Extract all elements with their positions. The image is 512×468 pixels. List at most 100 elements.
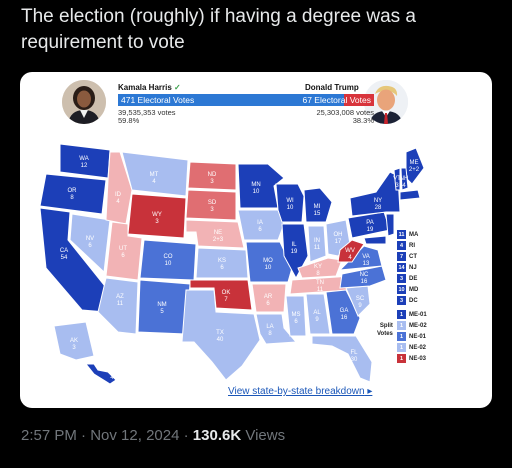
state-NE[interactable] [185, 219, 245, 249]
state-MN[interactable] [237, 163, 285, 209]
legend-row-ri: 4 RI [397, 241, 415, 250]
state-MT[interactable] [121, 151, 189, 197]
split-row-me-02: 1 ME-02 [397, 321, 427, 330]
state-label-me: ME 2+2 [409, 160, 420, 173]
election-map-card[interactable]: Kamala Harris ✓ Donald Trump 471 Elector… [20, 72, 492, 408]
split-votes-label: Split Votes [377, 323, 393, 337]
state-MD-block[interactable] [363, 235, 387, 245]
state-label-in: IN 11 [314, 238, 321, 251]
state-HI[interactable] [84, 363, 117, 385]
state-NJ-block[interactable] [385, 213, 395, 237]
state-label-ca: CA 54 [60, 248, 68, 261]
state-AZ[interactable] [97, 277, 139, 335]
state-breakdown-link[interactable]: View state-by-state breakdown ▸ [228, 386, 373, 397]
state-label-la: LA 8 [266, 324, 273, 337]
state-ME[interactable] [405, 147, 425, 185]
legend-row-ct: 7 CT [397, 252, 417, 261]
state-label-ne: NE 2+3 [213, 230, 224, 243]
state-label-sd: SD 3 [208, 200, 217, 213]
state-CO[interactable] [139, 239, 197, 281]
state-label-id: ID 4 [115, 192, 122, 205]
state-label-ut: UT 6 [119, 246, 127, 259]
state-label-wa: WA 12 [79, 156, 88, 169]
tweet-time[interactable]: 2:57 PM [21, 427, 77, 444]
state-label-ky: KY 8 [314, 264, 322, 277]
state-label-mo: MO 10 [263, 258, 273, 271]
state-AK[interactable] [53, 321, 95, 361]
state-label-al: AL 9 [313, 310, 321, 323]
legend-row-de: 3 DE [397, 274, 417, 283]
state-label-ak: AK 3 [70, 338, 78, 351]
state-WI[interactable] [275, 183, 305, 223]
state-label-ia: IA 6 [257, 220, 263, 233]
state-AL[interactable] [305, 293, 331, 335]
harris-popular-vote: 39,535,353 votes 59.8% [118, 108, 176, 125]
state-label-pa: PA 19 [366, 220, 374, 233]
tweet-meta: 2:57 PM · Nov 12, 2024 · 130.6K Views [21, 427, 286, 444]
state-label-mn: MN 10 [251, 182, 260, 195]
state-NV[interactable] [69, 213, 111, 274]
trump-popular-vote: 25,303,008 votes 38.3% [316, 108, 374, 125]
state-MS[interactable] [285, 295, 307, 337]
tweet-text: The election (roughly) if having a degre… [21, 6, 417, 53]
state-label-oh: OH 17 [334, 232, 343, 245]
view-count: 130.6K [192, 427, 242, 444]
state-FL[interactable] [311, 335, 373, 383]
split-row-ne-03: 1 NE-03 [397, 354, 426, 363]
state-label-il: IL 19 [291, 242, 298, 255]
state-label-nd: ND 3 [208, 172, 217, 185]
state-MO[interactable] [245, 241, 293, 283]
state-label-or: OR 8 [68, 188, 78, 201]
state-label-fl: FL 30 [350, 350, 358, 363]
state-IN[interactable] [307, 225, 327, 263]
state-NH[interactable] [400, 167, 409, 191]
state-label-ar: AR 6 [264, 294, 273, 307]
trump-ev-share [344, 94, 374, 106]
state-label-tx: TX 40 [216, 330, 224, 343]
state-IA[interactable] [237, 209, 285, 241]
state-WY[interactable] [127, 193, 187, 239]
state-UT[interactable] [105, 221, 143, 281]
state-KY[interactable] [297, 257, 343, 279]
state-label-az: AZ 11 [116, 294, 124, 307]
state-TX[interactable] [181, 289, 261, 381]
state-AR[interactable] [251, 283, 287, 313]
split-row-ne-01: 1 NE-01 [397, 332, 426, 341]
state-label-wv: WV 4 [345, 248, 355, 261]
legend-row-nj: 14 NJ [397, 263, 417, 272]
state-label-hi: HI 4 [109, 368, 115, 381]
state-KS[interactable] [195, 247, 249, 279]
state-label-tn: TN 11 [316, 280, 324, 293]
state-label-va: VA 13 [362, 254, 370, 267]
state-VT[interactable] [393, 167, 401, 191]
state-label-ok: OK 7 [222, 290, 231, 303]
state-label-ny: NY 28 [374, 198, 382, 211]
legend-row-dc: 3 DC [397, 296, 418, 305]
views-label: Views [245, 427, 286, 444]
harris-name: Kamala Harris ✓ [118, 83, 181, 92]
state-NY[interactable] [349, 171, 401, 217]
state-MI[interactable] [303, 187, 333, 223]
state-labels: WA 12 OR 8 CA 54 NV 6 ID 4 MT 4 WY 3 UT 6 AZ 11 CO 10 NM 5 ND 3… [60, 156, 420, 381]
state-label-sc: SC 9 [356, 296, 365, 309]
state-label-vt: VT 3 [393, 176, 401, 189]
split-row-me-01: 1 ME-01 [397, 310, 427, 319]
state-MA-block[interactable] [399, 189, 421, 201]
state-NC[interactable] [339, 265, 387, 289]
legend-row-ma: 11 MA [397, 230, 419, 239]
state-label-ms: MS 6 [292, 312, 301, 325]
state-LA[interactable] [255, 313, 298, 345]
state-label-ga: GA 16 [340, 308, 349, 321]
us-electoral-map[interactable]: WA 12 OR 8 CA 54 NV 6 ID 4 MT 4 WY 3 UT 6 AZ 11 CO 10 NM 5 ND 3… [20, 72, 492, 408]
state-label-ks: KS 6 [218, 258, 226, 271]
state-label-nh: NH 4 [400, 176, 409, 189]
harris-ev: 471 Electoral Votes [121, 95, 195, 105]
state-OR[interactable] [39, 173, 107, 215]
state-WV[interactable] [337, 239, 365, 263]
state-label-nm: NM 5 [157, 302, 166, 315]
state-label-mt: MT 4 [150, 172, 159, 185]
legend-row-md: 10 MD [397, 285, 419, 294]
tweet-date[interactable]: Nov 12, 2024 [90, 427, 180, 444]
state-ND[interactable] [187, 161, 237, 191]
state-SD[interactable] [185, 189, 237, 221]
